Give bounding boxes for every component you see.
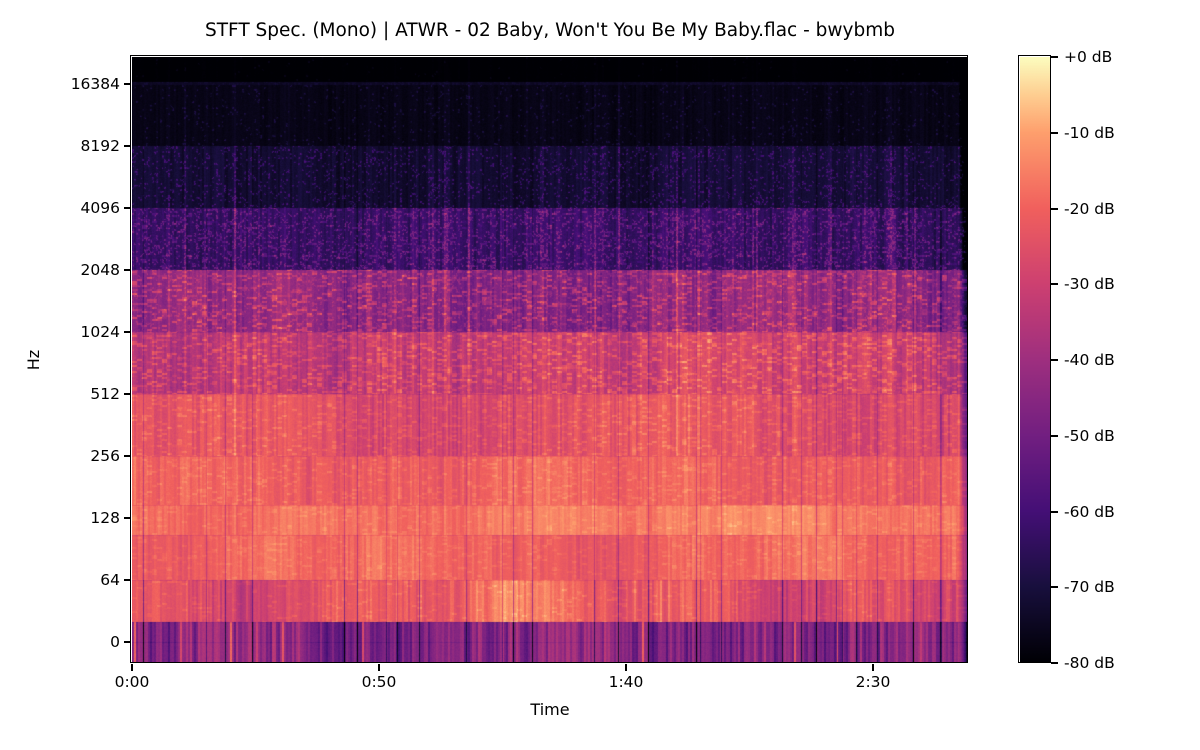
- colorbar-tick-mark: [1051, 283, 1058, 286]
- y-tick-mark: [124, 393, 131, 395]
- x-tick-label: 0:00: [114, 673, 150, 691]
- y-tick-label: 64: [100, 571, 120, 589]
- colorbar-tick-label: -70 dB: [1064, 578, 1115, 597]
- y-tick-label: 256: [90, 447, 120, 465]
- colorbar-tick-label: -10 dB: [1064, 123, 1115, 142]
- colorbar-tick-mark: [1051, 207, 1058, 210]
- y-tick-mark: [124, 83, 131, 85]
- colorbar-tick-mark: [1051, 131, 1058, 134]
- x-tick-label: 2:30: [855, 673, 891, 691]
- x-axis-label: Time: [530, 700, 570, 719]
- colorbar-tick-mark: [1051, 586, 1058, 589]
- x-tick-mark: [131, 664, 133, 671]
- colorbar-tick-mark: [1051, 434, 1058, 437]
- x-tick-label: 0:50: [361, 673, 397, 691]
- colorbar-tick-label: +0 dB: [1064, 48, 1113, 66]
- colorbar-tick-mark: [1051, 662, 1058, 664]
- colorbar-tick-label: -20 dB: [1064, 199, 1115, 218]
- x-tick-mark: [378, 664, 380, 671]
- chart-title: STFT Spec. (Mono) | ATWR - 02 Baby, Won'…: [205, 20, 895, 41]
- y-tick-mark: [124, 145, 131, 147]
- y-tick-mark: [124, 331, 131, 333]
- colorbar-tick-mark: [1051, 56, 1058, 58]
- y-tick-label: 512: [90, 385, 120, 403]
- x-tick-label: 1:40: [608, 673, 644, 691]
- spectrogram-heatmap-canvas: [132, 57, 968, 663]
- y-tick-label: 128: [90, 509, 120, 527]
- y-tick-label: 0: [110, 633, 120, 651]
- colorbar-tick-label: -30 dB: [1064, 275, 1115, 294]
- x-tick-mark: [625, 664, 627, 671]
- y-tick-label: 2048: [80, 261, 120, 279]
- colorbar-tick-mark: [1051, 359, 1058, 361]
- y-tick-mark: [124, 517, 131, 519]
- y-tick-label: 1024: [80, 323, 120, 341]
- colorbar-tick-label: -80 dB: [1064, 654, 1115, 672]
- colorbar-tick-label: -50 dB: [1064, 426, 1115, 445]
- colorbar-tick-mark: [1051, 510, 1058, 513]
- y-tick-label: 8192: [80, 137, 120, 155]
- colorbar-tick-label: -40 dB: [1064, 351, 1115, 369]
- y-tick-mark: [124, 269, 131, 271]
- x-tick-mark: [872, 664, 874, 671]
- colorbar-gradient-canvas: [1020, 57, 1051, 663]
- y-tick-mark: [124, 455, 131, 457]
- y-tick-label: 16384: [70, 75, 120, 93]
- y-tick-mark: [124, 641, 131, 643]
- y-axis-label: Hz: [24, 349, 43, 371]
- y-tick-mark: [124, 207, 131, 209]
- colorbar-tick-label: -60 dB: [1064, 502, 1115, 521]
- y-tick-label: 4096: [80, 199, 120, 217]
- y-tick-mark: [124, 579, 131, 581]
